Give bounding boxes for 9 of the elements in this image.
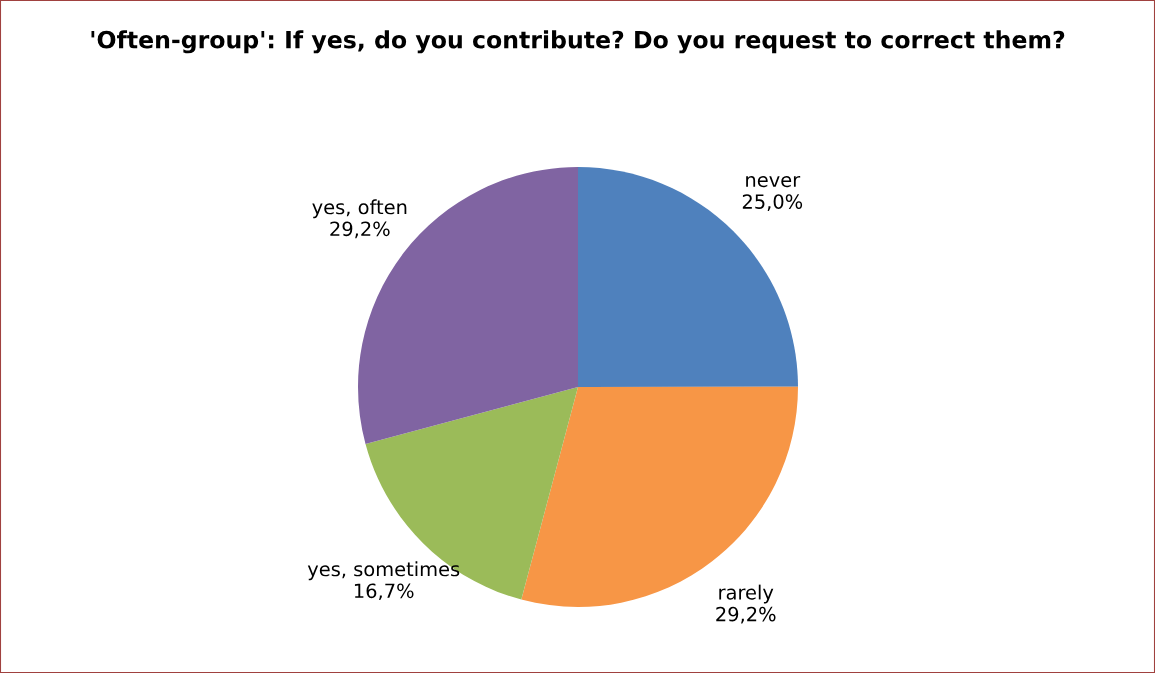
data-label: 29,2% bbox=[716, 606, 776, 624]
slice-label: yes, often bbox=[312, 199, 407, 219]
data-label: 29,2% bbox=[330, 221, 390, 239]
data-label: 25,0% bbox=[742, 194, 803, 211]
chart-title: 'Often-group': If yes, do you contribute? Do you request to correct them? bbox=[91, 30, 1065, 54]
slice-label: yes, sometimes bbox=[307, 561, 460, 581]
slice-label: never bbox=[746, 175, 801, 188]
slice-label: rarely bbox=[719, 584, 774, 604]
data-label: 16,7% bbox=[354, 583, 414, 601]
